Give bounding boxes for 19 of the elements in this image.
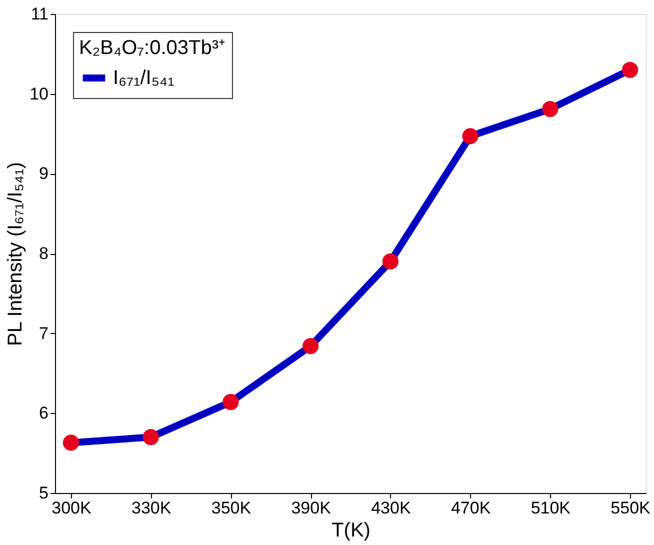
y-tick-label: 10	[30, 84, 48, 104]
x-tick-label: 350K	[211, 498, 252, 518]
y-tick-label: 7	[39, 324, 48, 343]
y-tick-label: 9	[39, 164, 48, 184]
y-tick-label: 11	[30, 4, 48, 24]
x-tick-label: 470K	[450, 498, 492, 518]
y-axis-title: PL Intensity (I₆₇₁/I₅₄₁)	[4, 162, 27, 346]
x-tick-label: 430K	[371, 498, 412, 518]
x-axis-title: T(K)	[332, 520, 370, 542]
x-tick-label: 300K	[52, 498, 92, 518]
y-tick-label: 6	[39, 404, 48, 423]
y-tick-label: 8	[39, 244, 48, 263]
legend-title: K₂B₄O₇:0.03Tb³⁺	[79, 37, 226, 59]
x-tick-label: 550K	[610, 498, 652, 518]
y-tick-label: 5	[39, 484, 48, 502]
legend-label: I₆₇₁/I₅₄₁	[113, 67, 175, 89]
x-tick-label: 390K	[291, 498, 332, 518]
x-tick-label: 510K	[530, 498, 572, 518]
x-tick-label: 330K	[131, 498, 172, 518]
